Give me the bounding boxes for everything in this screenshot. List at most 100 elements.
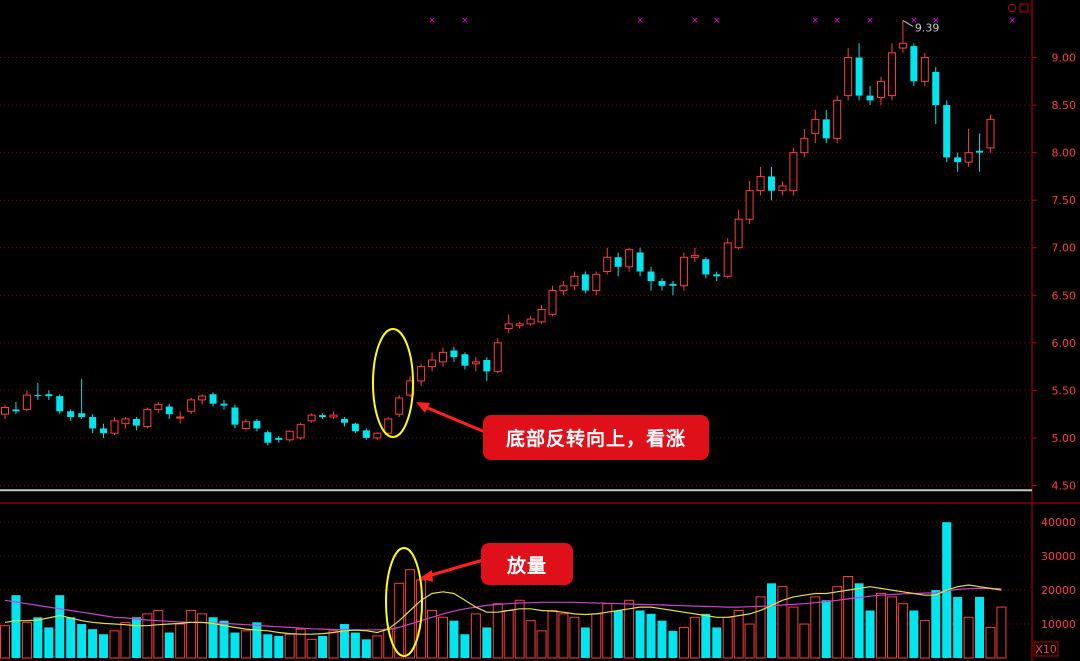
candle-body-up [1,407,9,415]
candle-body-down [702,259,710,275]
high-price-label: 9.39 [915,21,940,34]
candle-body-down [67,411,75,418]
candle-body-down [78,413,86,418]
candle-body-up [428,359,437,368]
volume-bar-up [186,609,197,659]
candle-body-up [789,152,798,192]
volume-bar-down [350,632,360,658]
volume-layer [0,522,1007,659]
candle-body-down [264,432,272,443]
candle-body-up [811,118,820,135]
price-tick-label: 9.00 [1052,52,1077,65]
candle-body-down [165,406,173,415]
candle-body-up [745,190,754,220]
candle-body-down [976,150,984,153]
candle-body-up [110,420,119,434]
volume-annotation: 放量 [481,543,573,585]
volume-bar-up [503,609,514,659]
volume-bar-up [306,638,317,659]
candle-body-up [625,249,634,268]
volume-unit-box [1033,641,1059,657]
volume-bar-down [11,595,21,658]
candle-body-down [636,252,644,272]
volume-bar-down [44,627,54,658]
candle-body-up [833,99,842,139]
volume-bar-down [646,613,656,658]
candle-body-down [34,395,42,397]
candle-body-up [920,57,929,82]
candle-body-up [679,256,688,287]
candle-body-up [395,397,404,415]
candle-body-up [964,152,973,163]
volume-tick-label: 30000 [1041,550,1076,563]
candle-body-down [100,428,108,434]
volume-bar-down [219,620,229,658]
volume-bar-up [788,606,799,659]
volume-bar-up [514,599,525,659]
candle-body-down [362,430,370,438]
corner-square-icon [1019,3,1029,13]
volume-bar-up [843,576,854,659]
candle-body-up [307,414,316,422]
candle-body-up [285,430,294,441]
candle-body-up [690,254,699,258]
volume-bar-down [712,627,722,658]
volume-highlight-ellipse [385,547,423,657]
volume-tick-label: 10000 [1041,618,1076,631]
candle-body-up [756,175,765,192]
volume-bar-up [963,616,974,659]
volume-bar-up [722,616,733,659]
candle-body-up [241,421,250,429]
candle-body-up [22,394,31,410]
candle-body-up [526,318,535,325]
volume-arrow [427,558,484,578]
candle-body-down [647,271,655,282]
volume-bar-down [865,610,875,658]
signal-marker: × [428,16,436,26]
volume-bar-up [569,616,580,659]
candle-body-up [439,351,447,363]
volume-bar-down [701,613,711,658]
volume-bar-up [832,586,843,659]
candle-body-up [734,218,743,249]
candle-body-down [231,407,239,425]
candle-body-down [450,350,458,358]
volume-bar-down [99,634,109,658]
volume-bar-up [142,613,153,659]
volume-bar-down [460,634,470,658]
volume-bar-down [88,629,98,658]
volume-bar-up [558,613,569,659]
candle-body-down [132,418,140,426]
volume-bar-up [810,596,821,659]
candle-body-down [89,417,97,429]
volume-bar-down [208,617,218,658]
candle-body-down [209,394,217,404]
volume-bar-up [536,630,547,659]
volume-bar-up [153,609,164,659]
candle-body-down [12,409,20,412]
volume-bar-down [361,639,371,658]
volume-bar-up [777,586,788,659]
candle-body-up [986,118,995,149]
candle-body-up [198,395,207,401]
signal-marker: × [866,16,874,26]
price-tick-label: 8.00 [1052,147,1077,160]
candle-body-up [570,275,579,287]
high-label-leader [902,20,914,27]
candle-body-up [471,361,480,365]
volume-bar-up [547,609,558,659]
volume-bar-down [580,627,590,658]
candle-body-up [384,418,393,434]
volume-tick-label: 20000 [1041,584,1076,597]
volume-bar-up [919,620,930,659]
volume-bar-up [799,623,810,659]
candle-body-down [483,359,491,372]
volume-bar-up [755,596,766,659]
candle-body-down [910,46,918,82]
volume-bar-up [284,633,295,659]
volume-bar-down [252,622,262,658]
candle-body-down [866,95,874,101]
price-tick-label: 5.00 [1052,432,1077,445]
candle-body-down [45,394,53,397]
reversal-arrow [422,404,486,434]
